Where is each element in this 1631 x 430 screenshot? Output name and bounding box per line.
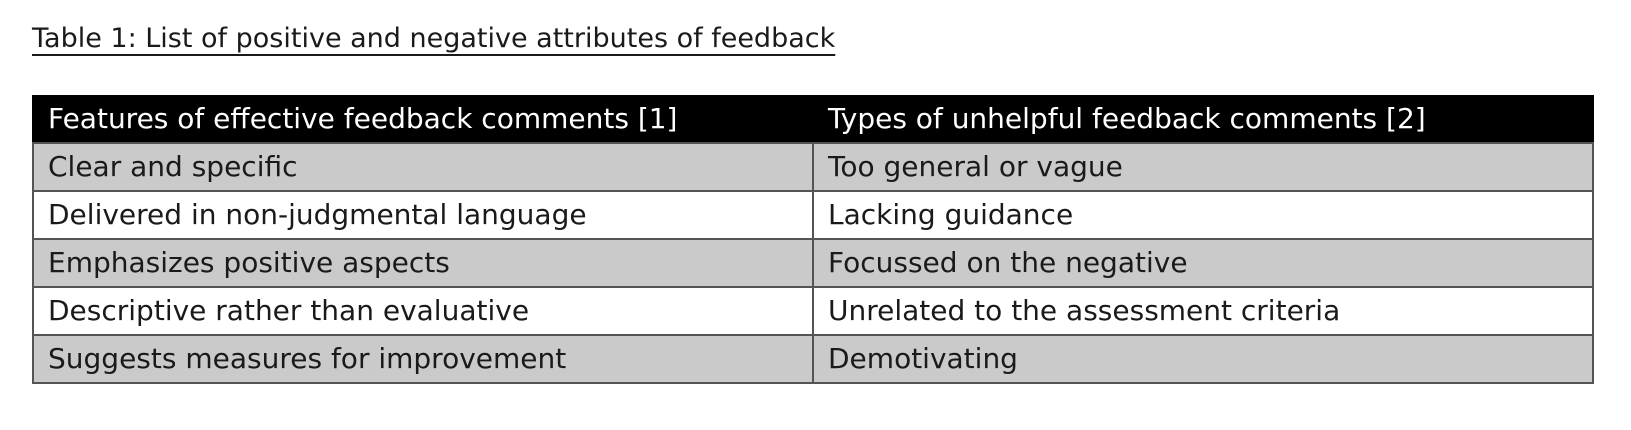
cell-unhelpful-2: Lacking guidance xyxy=(812,190,1594,240)
cell-unhelpful-5: Demotivating xyxy=(812,334,1594,384)
cell-effective-3: Emphasizes positive aspects xyxy=(32,238,814,288)
cell-unhelpful-3: Focussed on the negative xyxy=(812,238,1594,288)
table-row: Suggests measures for improvement Demoti… xyxy=(32,334,1594,384)
cell-effective-1: Clear and specific xyxy=(32,142,814,192)
table-row: Descriptive rather than evaluative Unrel… xyxy=(32,286,1594,336)
table-row: Clear and specific Too general or vague xyxy=(32,142,1594,192)
cell-effective-5: Suggests measures for improvement xyxy=(32,334,814,384)
cell-effective-2: Delivered in non-judgmental language xyxy=(32,190,814,240)
cell-effective-4: Descriptive rather than evaluative xyxy=(32,286,814,336)
column-header-effective-feedback: Features of effective feedback comments … xyxy=(32,95,814,144)
cell-unhelpful-4: Unrelated to the assessment criteria xyxy=(812,286,1594,336)
cell-unhelpful-1: Too general or vague xyxy=(812,142,1594,192)
table-caption: Table 1: List of positive and negative a… xyxy=(32,23,836,54)
table-row: Emphasizes positive aspects Focussed on … xyxy=(32,238,1594,288)
column-header-unhelpful-feedback: Types of unhelpful feedback comments [2] xyxy=(812,95,1594,144)
table-header-row: Features of effective feedback comments … xyxy=(32,95,1594,144)
table-row: Delivered in non-judgmental language Lac… xyxy=(32,190,1594,240)
feedback-attributes-table: Features of effective feedback comments … xyxy=(32,95,1594,384)
